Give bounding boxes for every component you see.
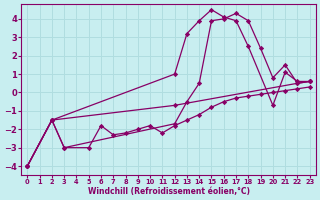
X-axis label: Windchill (Refroidissement éolien,°C): Windchill (Refroidissement éolien,°C) <box>88 187 250 196</box>
